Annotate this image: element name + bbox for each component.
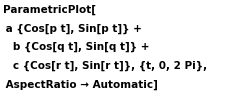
Text: a {Cos[p t], Sin[p t]} +: a {Cos[p t], Sin[p t]} +	[2, 24, 142, 34]
Text: ParametricPlot[: ParametricPlot[	[2, 5, 96, 15]
Text: AspectRatio → Automatic]: AspectRatio → Automatic]	[2, 79, 158, 90]
Text: b {Cos[q t], Sin[q t]} +: b {Cos[q t], Sin[q t]} +	[2, 42, 150, 52]
Text: c {Cos[r t], Sin[r t]}, {t, 0, 2 Pi},: c {Cos[r t], Sin[r t]}, {t, 0, 2 Pi},	[2, 61, 208, 71]
